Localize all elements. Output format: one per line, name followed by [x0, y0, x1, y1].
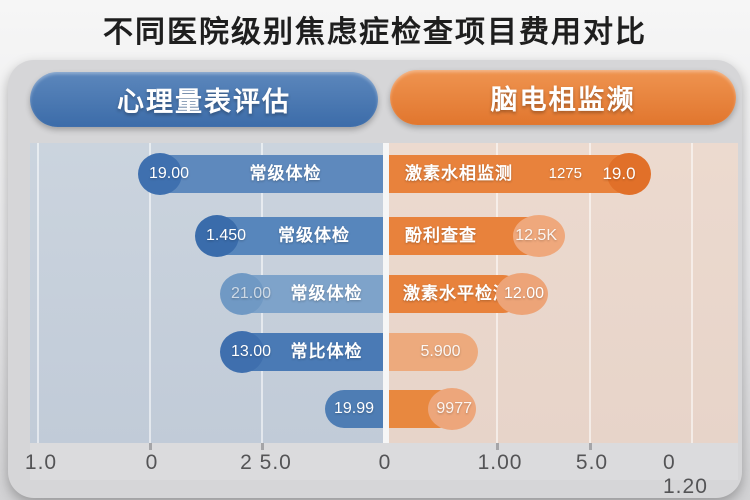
x-tick-label: 1.00: [477, 451, 523, 474]
bar-right-row2: 酚利查查 12.5K: [389, 215, 565, 257]
bar-label: 常比体检: [290, 342, 363, 361]
bar-left-row5: 19.99: [325, 390, 383, 428]
x-axis-strip: [30, 443, 738, 480]
axis-tickmark: [496, 443, 499, 450]
x-tick-label: 0: [378, 451, 392, 474]
gridline: [589, 143, 591, 443]
bar-label: 常级体检: [249, 164, 322, 183]
bar-label: 酚利查查: [405, 226, 477, 245]
bar-value: 5.900: [420, 343, 461, 360]
bar-value-secondary: 19.0: [602, 164, 636, 183]
bar-value-badge: [220, 273, 264, 315]
bar-label: 激素水相监测: [405, 164, 513, 183]
gridline: [691, 143, 693, 443]
bar-value-badge: [513, 215, 565, 257]
axis-tickmark: [589, 443, 592, 450]
bar-label: 激素水平检测: [403, 284, 511, 303]
page-title: 不同医院级别焦虑症检查项目费用对比: [103, 16, 647, 49]
bar-right-row1: 激素水相监测 1275 19.0: [389, 153, 651, 195]
x-tick-label: 2 5.0: [240, 451, 292, 474]
bar-value: 9977: [436, 400, 472, 417]
bar-left-row1: 19.00 常级体检: [138, 153, 383, 195]
bar-left-row2: 1.450 常级体检: [195, 215, 383, 257]
bar-value: 19.99: [333, 400, 375, 417]
bar-value-badge: [607, 153, 651, 195]
x-tick-label: 0 1.20: [663, 451, 708, 498]
bar-value: 19.00: [149, 165, 190, 182]
bar-value: 21.00: [231, 285, 272, 302]
bar-value-badge: [195, 215, 239, 257]
bar-value: 1.450: [206, 227, 247, 244]
bar-value-badge: [428, 388, 476, 430]
bar-value: 1275: [548, 165, 582, 182]
x-tick-label: 0: [145, 451, 159, 474]
bar-right-row5: 9977: [389, 388, 476, 430]
bar-label: 常级体检: [290, 284, 363, 303]
bar-right-row3: 激素水平检测 12.00: [389, 273, 548, 315]
legend-left-pill: 心理量表评估: [30, 72, 378, 127]
axis-tickmark: [261, 443, 264, 450]
bar-label: 常级体检: [278, 226, 350, 245]
x-tick-label: 1.0: [24, 451, 58, 474]
bar-value: 12.5K: [515, 227, 557, 244]
x-tick-label: 5.0: [575, 451, 609, 474]
bar-left-row3: 21.00 常级体检: [220, 273, 383, 315]
bar-value-badge: [138, 153, 182, 195]
bar-value-badge: [220, 331, 264, 373]
gridline: [149, 143, 151, 443]
bar-value-badge: [496, 273, 548, 315]
center-axis-divider: [383, 143, 389, 443]
bar-left-row4: 13.00 常比体检: [220, 331, 383, 373]
axis-tickmark: [149, 443, 152, 450]
bar-value: 13.00: [231, 343, 272, 360]
gridline: [37, 143, 39, 443]
bar-right-row4: 5.900: [389, 333, 478, 371]
bar-value: 12.00: [503, 285, 544, 302]
legend-right-pill: 脑电柤监濒: [390, 70, 736, 125]
